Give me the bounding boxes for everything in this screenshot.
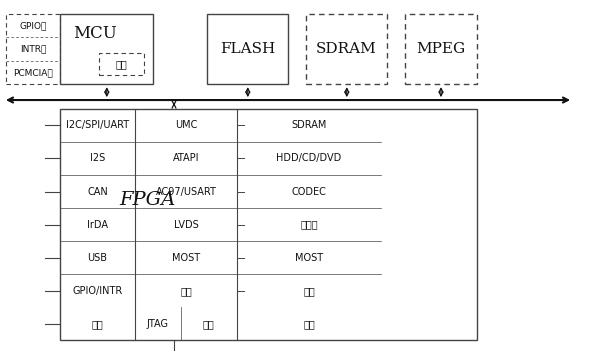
Text: FLASH: FLASH	[220, 42, 275, 56]
Text: 显示器: 显示器	[300, 220, 318, 230]
Text: SDRAM: SDRAM	[316, 42, 377, 56]
Text: HDD/CD/DVD: HDD/CD/DVD	[277, 153, 341, 164]
Text: CODEC: CODEC	[292, 186, 326, 197]
Bar	[6, 14, 60, 84]
Text: USB: USB	[88, 253, 107, 263]
Text: INTR、: INTR、	[20, 45, 46, 54]
Bar	[99, 53, 144, 75]
Text: MOST: MOST	[172, 253, 200, 263]
Bar	[60, 14, 153, 84]
Text: JTAG: JTAG	[146, 319, 169, 329]
Text: MCU: MCU	[73, 25, 117, 42]
Text: 其他: 其他	[92, 319, 103, 329]
Text: 蓝牙: 蓝牙	[180, 286, 192, 296]
Text: SDRAM: SDRAM	[292, 120, 326, 130]
Text: ATAPI: ATAPI	[173, 153, 199, 164]
Text: MPEG: MPEG	[416, 42, 466, 56]
Bar	[60, 109, 477, 340]
Text: 电话: 电话	[303, 286, 315, 296]
Text: MOST: MOST	[295, 253, 323, 263]
Text: I2S: I2S	[90, 153, 105, 164]
Bar	[207, 14, 288, 84]
Text: IrDA: IrDA	[87, 220, 108, 230]
Text: PCMCIA、: PCMCIA、	[13, 68, 53, 77]
Text: AC97/USART: AC97/USART	[155, 186, 217, 197]
Text: GPIO、: GPIO、	[19, 21, 47, 30]
Text: I2C/SPI/UART: I2C/SPI/UART	[66, 120, 129, 130]
Text: LVDS: LVDS	[173, 220, 199, 230]
Text: FPGA: FPGA	[119, 191, 175, 209]
Text: 其他: 其他	[116, 59, 127, 69]
Bar	[405, 14, 477, 84]
Bar	[306, 14, 387, 84]
Text: CAN: CAN	[87, 186, 108, 197]
Text: UMC: UMC	[175, 120, 197, 130]
Text: 其他: 其他	[203, 319, 214, 329]
Text: GPIO/INTR: GPIO/INTR	[73, 286, 122, 296]
Text: 网络: 网络	[303, 319, 315, 329]
